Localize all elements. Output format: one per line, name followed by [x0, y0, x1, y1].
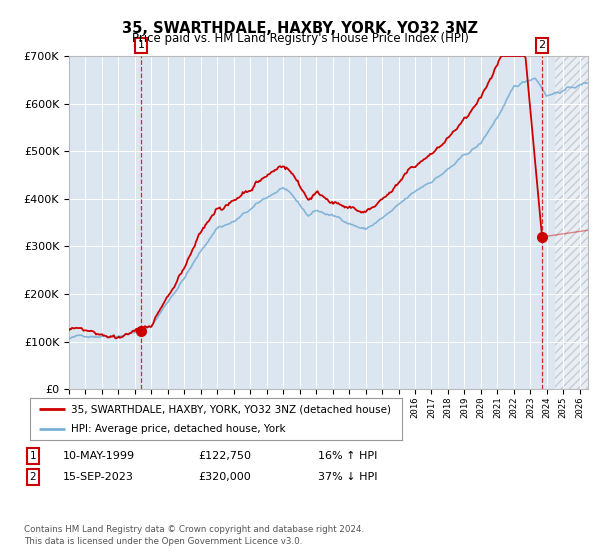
Text: 35, SWARTHDALE, HAXBY, YORK, YO32 3NZ: 35, SWARTHDALE, HAXBY, YORK, YO32 3NZ — [122, 21, 478, 36]
Text: 37% ↓ HPI: 37% ↓ HPI — [318, 472, 377, 482]
Text: 15-SEP-2023: 15-SEP-2023 — [63, 472, 134, 482]
Text: 10-MAY-1999: 10-MAY-1999 — [63, 451, 135, 461]
Text: £320,000: £320,000 — [198, 472, 251, 482]
Text: Contains HM Land Registry data © Crown copyright and database right 2024.
This d: Contains HM Land Registry data © Crown c… — [24, 525, 364, 546]
Text: 1: 1 — [137, 40, 145, 50]
Text: 2: 2 — [538, 40, 545, 50]
Text: Price paid vs. HM Land Registry's House Price Index (HPI): Price paid vs. HM Land Registry's House … — [131, 32, 469, 45]
Bar — [555, 56, 588, 389]
Text: £122,750: £122,750 — [198, 451, 251, 461]
Text: 35, SWARTHDALE, HAXBY, YORK, YO32 3NZ (detached house): 35, SWARTHDALE, HAXBY, YORK, YO32 3NZ (d… — [71, 404, 391, 414]
Text: HPI: Average price, detached house, York: HPI: Average price, detached house, York — [71, 424, 286, 434]
Text: 1: 1 — [29, 451, 37, 461]
Bar — [555, 56, 588, 389]
Text: 16% ↑ HPI: 16% ↑ HPI — [318, 451, 377, 461]
Text: 2: 2 — [29, 472, 37, 482]
